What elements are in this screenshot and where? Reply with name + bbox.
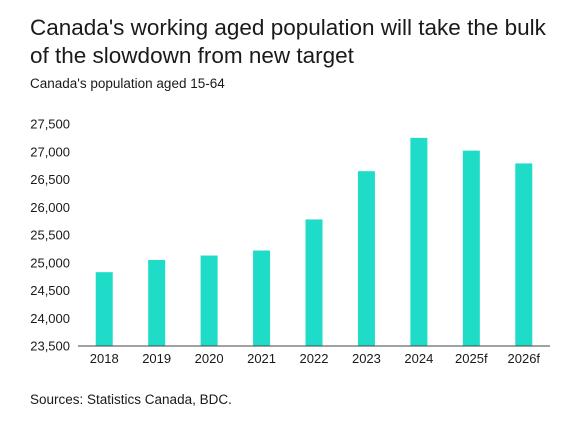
x-tick-label: 2019 bbox=[142, 351, 171, 366]
source-note: Sources: Statistics Canada, BDC. bbox=[30, 392, 232, 407]
y-tick-label: 27,500 bbox=[30, 117, 70, 132]
y-tick-label: 24,000 bbox=[30, 311, 70, 326]
x-tick-label: 2022 bbox=[300, 351, 329, 366]
y-tick-label: 26,000 bbox=[30, 200, 70, 215]
x-tick-label: 2020 bbox=[195, 351, 224, 366]
y-tick-label: 26,500 bbox=[30, 172, 70, 187]
bar-2026f bbox=[515, 163, 533, 346]
y-axis-tick-labels: 23,500 24,000 24,500 25,000 25,500 26,000 26,5… bbox=[30, 117, 70, 354]
y-tick-label: 23,500 bbox=[30, 339, 70, 354]
y-tick-label: 24,500 bbox=[30, 283, 70, 298]
x-tick-label: 2018 bbox=[90, 351, 119, 366]
bar-2023 bbox=[357, 171, 375, 346]
x-axis-tick-labels: 2018 2019 2020 2021 2022 2023 2024 2025f 2026f bbox=[90, 351, 541, 366]
chart-title: Canada's working aged population will ta… bbox=[30, 15, 546, 68]
x-tick-label: 2023 bbox=[352, 351, 381, 366]
bar-2022 bbox=[305, 219, 323, 346]
bars-group bbox=[95, 137, 533, 347]
y-tick-label: 25,000 bbox=[30, 255, 70, 270]
bar-2018 bbox=[95, 272, 113, 346]
bar-2025f bbox=[462, 150, 480, 346]
bar-2021 bbox=[253, 250, 271, 346]
x-tick-label: 2026f bbox=[508, 351, 541, 366]
bar-2024 bbox=[410, 137, 428, 347]
y-tick-label: 25,500 bbox=[30, 228, 70, 243]
chart-subtitle: Canada's population aged 15-64 bbox=[30, 76, 225, 91]
bar-2020 bbox=[200, 255, 218, 346]
x-tick-label: 2024 bbox=[404, 351, 433, 366]
bar-2019 bbox=[148, 259, 166, 346]
y-tick-label: 27,000 bbox=[30, 144, 70, 159]
x-tick-label: 2021 bbox=[247, 351, 276, 366]
x-tick-label: 2025f bbox=[455, 351, 488, 366]
